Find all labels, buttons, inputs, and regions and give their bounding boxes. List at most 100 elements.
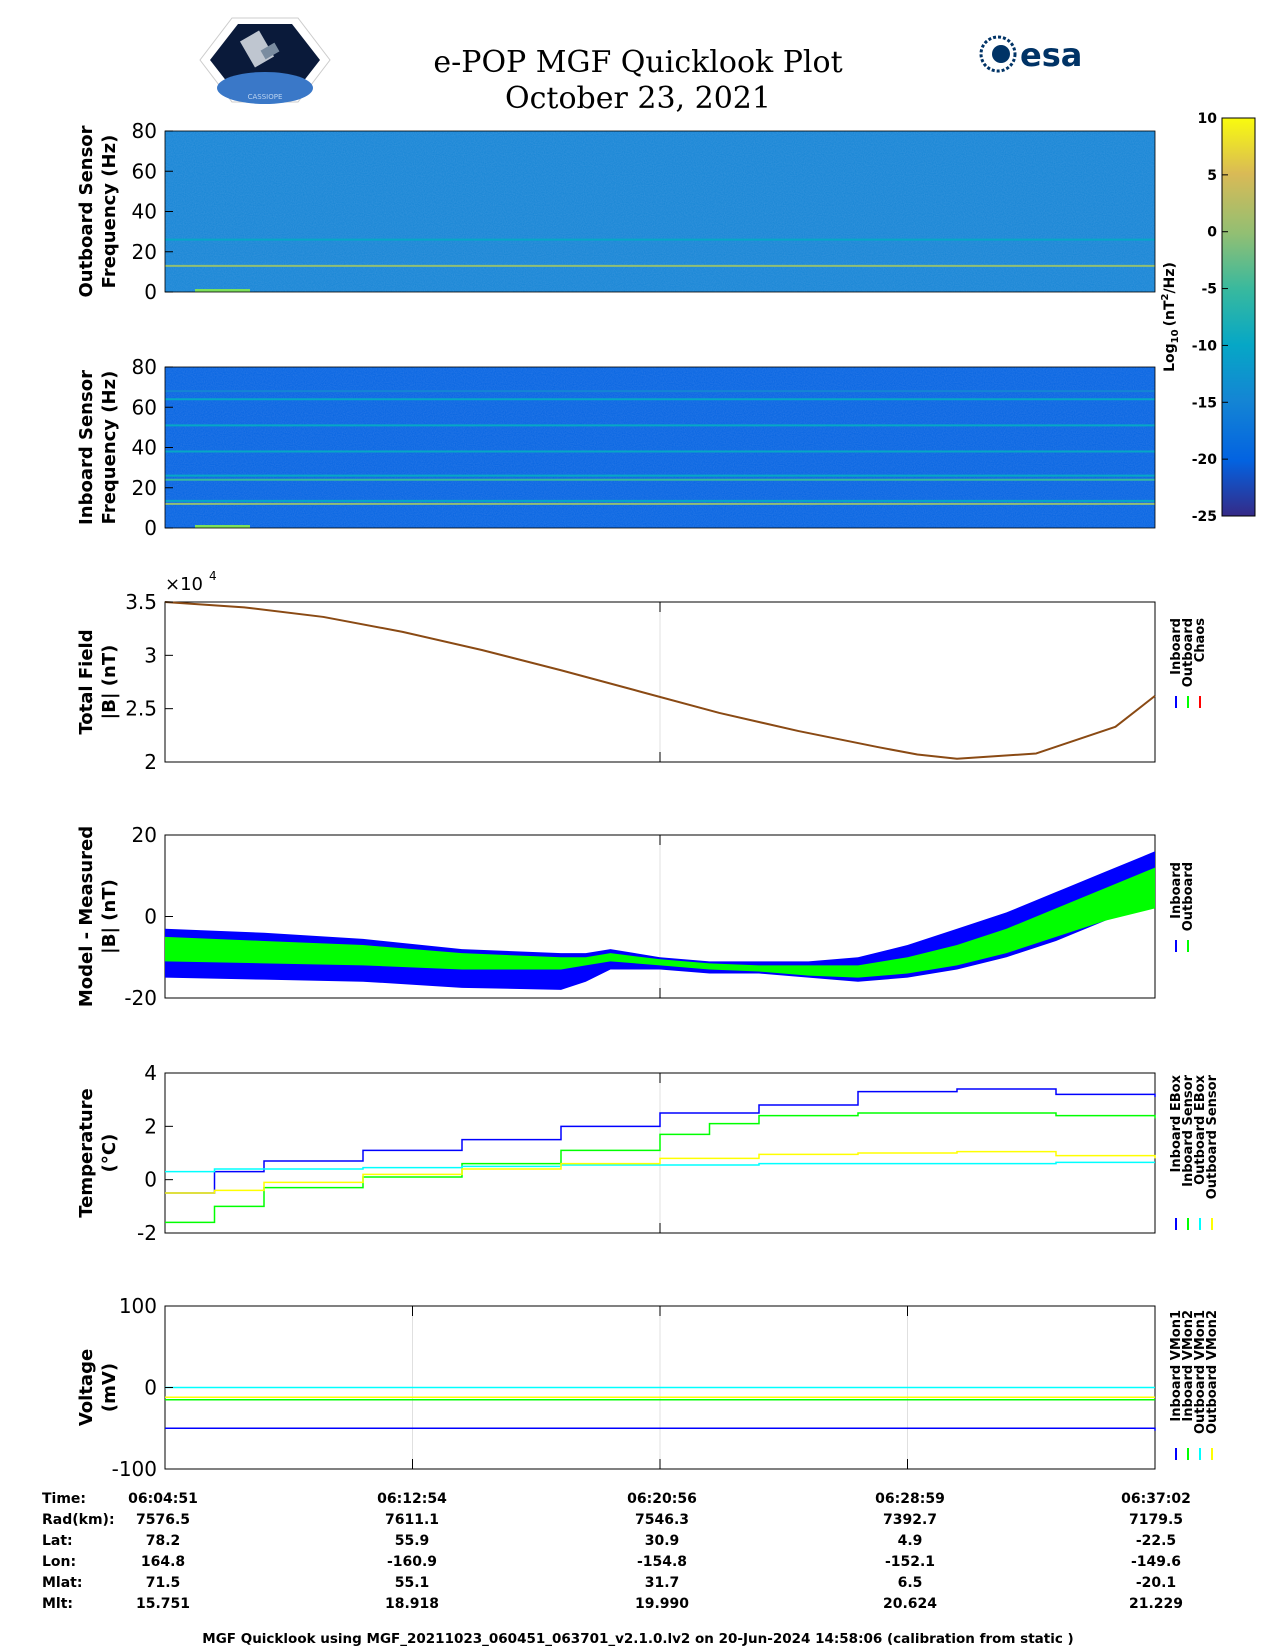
inboard-spectrogram-low-freq-burst [195, 525, 250, 528]
ephemeris-cell-2-3: -154.8 [637, 1554, 687, 1570]
esa-logo-text: esa [1020, 36, 1082, 74]
ephemeris-cell-2-0: 06:20:56 [627, 1491, 697, 1507]
ephemeris-cell-2-1: 7546.3 [635, 1512, 689, 1528]
model-minus-measured-ylabel-line1: Model - Measured [76, 826, 97, 1007]
inboard-spectrogram-ytick-label-2: 40 [132, 436, 157, 460]
ephemeris-cell-2-5: 19.990 [635, 1596, 689, 1612]
page-title: e-POP MGF Quicklook Plot [433, 45, 842, 80]
inboard-spectrogram-ytick-label-3: 20 [132, 476, 157, 500]
colorbar-tick-label-3: -5 [1201, 282, 1217, 298]
ephemeris-row-label-4: Mlat: [42, 1575, 82, 1591]
colorbar-ticks: 10 5 0 -5 -10 -15 -20 -25 [1192, 111, 1228, 525]
colorbar-tick-label-7: -25 [1192, 509, 1217, 525]
voltage-ytick-label-2: -100 [112, 1457, 157, 1481]
total-field-legend-label-1: Outboard [1181, 618, 1196, 687]
temperature-ytick-label-0: 4 [144, 1061, 157, 1085]
ephemeris-cell-4-4: -20.1 [1136, 1575, 1176, 1591]
outboard-spectrogram-ylabel-line2: Frequency (Hz) [99, 135, 120, 289]
voltage-legend-label-1: Inboard VMon2 [1181, 1310, 1196, 1422]
colorbar-gradient [1221, 117, 1256, 517]
colorbar-tick-label-1: 5 [1207, 168, 1217, 184]
model-minus-measured-ytick-label-2: -20 [124, 986, 157, 1010]
total-field-ylabel-line1: Total Field [76, 629, 97, 734]
ephemeris-cell-2-4: 31.7 [645, 1575, 680, 1591]
ephemeris-cell-1-4: 55.1 [395, 1575, 430, 1591]
temperature-legend-label-1: Inboard Sensor [1181, 1074, 1196, 1186]
total-field-exponent-power: 4 [209, 569, 217, 583]
ephemeris-cell-0-4: 71.5 [146, 1575, 181, 1591]
ephemeris-cell-3-5: 20.624 [883, 1596, 937, 1612]
total-field-ytick-label-0: 3.5 [125, 590, 157, 614]
voltage-legend-label-3: Outboard VMon2 [1205, 1310, 1220, 1434]
inboard-spectrogram-ytick-label-4: 0 [144, 516, 157, 540]
temperature-series-inboard-ebox [165, 1088, 1156, 1194]
temperature-ylabel-line1: Temperature [76, 1088, 97, 1217]
ephemeris-cell-4-2: -22.5 [1136, 1533, 1176, 1549]
colorbar-label: Log10(nT2/Hz) [1160, 262, 1181, 372]
ephemeris-row-label-3: Lon: [42, 1554, 76, 1570]
ephemeris-cell-2-2: 30.9 [645, 1533, 680, 1549]
model-minus-measured-ytick-label-1: 0 [144, 905, 157, 929]
model-band-outboard [165, 867, 1155, 978]
total-field-ytick-label-3: 2 [144, 750, 157, 774]
model-minus-measured-legend-label-1: Outboard [1181, 862, 1196, 931]
model-minus-measured-legend-label-0: Inboard [1169, 862, 1184, 919]
ephemeris-row-label-2: Lat: [42, 1533, 73, 1549]
voltage-ytick-label-1: 0 [144, 1376, 157, 1400]
esa-logo: esa [979, 35, 1082, 74]
ephemeris-cell-3-3: -152.1 [885, 1554, 935, 1570]
total-field-ytick-label-1: 3 [144, 643, 157, 667]
colorbar-tick-label-5: -15 [1192, 395, 1217, 411]
temperature-legend-label-0: Inboard EBox [1169, 1074, 1184, 1172]
ephemeris-cell-1-3: -160.9 [387, 1554, 437, 1570]
ephemeris-cell-0-3: 164.8 [141, 1554, 185, 1570]
ephemeris-row-label-5: Mlt: [42, 1596, 73, 1612]
total-field-line [164, 601, 1156, 760]
colorbar-tick-label-0: 10 [1198, 111, 1218, 127]
total-field-legend-label-0: Inboard [1169, 618, 1184, 675]
ephemeris-cell-0-0: 06:04:51 [128, 1491, 198, 1507]
ephemeris-cell-3-4: 6.5 [898, 1575, 923, 1591]
colorbar-tick-label-6: -20 [1192, 452, 1218, 468]
ephemeris-cell-3-0: 06:28:59 [875, 1491, 945, 1507]
voltage-series-inboard-vmon1 [165, 1427, 1156, 1431]
outboard-spectrogram-ytick-label-0: 80 [132, 119, 157, 143]
ephemeris-cell-4-3: -149.6 [1131, 1554, 1181, 1570]
model-minus-measured-ylabel-line2: |B| (nT) [99, 879, 120, 954]
outboard-spectrogram-noise [165, 131, 1155, 292]
voltage-ylabel-line1: Voltage [76, 1349, 97, 1426]
ephemeris-cell-1-2: 55.9 [395, 1533, 430, 1549]
outboard-spectrogram-ytick-label-2: 40 [132, 200, 157, 224]
page-date: October 23, 2021 [505, 81, 771, 116]
temperature-ylabel-line2: (°C) [99, 1134, 120, 1173]
total-field-legend-label-2: Chaos [1193, 618, 1208, 662]
ephemeris-cell-0-1: 7576.5 [136, 1512, 190, 1528]
outboard-spectrogram-ylabel-line1: Outboard Sensor [76, 125, 97, 297]
temperature-ytick-label-1: 2 [144, 1114, 157, 1138]
outboard-spectrogram-panel: 80 60 40 20 0 Outboard Sensor Frequency (Hz) [76, 119, 1156, 304]
temperature-ytick-label-3: -2 [137, 1221, 157, 1245]
temperature-series-outboard-sensor [165, 1150, 1156, 1194]
header: CASSIOPE e-POP MGF Quicklook Plot Octobe… [199, 17, 1082, 116]
inboard-spectrogram-ylabel-line2: Frequency (Hz) [99, 371, 120, 525]
total-field-exponent: ×10 [165, 574, 203, 595]
voltage-ytick-label-0: 100 [119, 1294, 157, 1318]
inboard-spectrogram-panel: 80 60 40 20 0 Inboard Sensor Frequency (Hz) [76, 355, 1156, 540]
ephemeris-cell-4-1: 7179.5 [1129, 1512, 1183, 1528]
outboard-spectrogram-ytick-label-3: 20 [132, 240, 157, 264]
cassiope-logo: CASSIOPE [199, 17, 331, 104]
total-field-ylabel-line2: |B| (nT) [99, 645, 120, 720]
temperature-ytick-label-2: 0 [144, 1168, 157, 1192]
ephemeris-cell-4-0: 06:37:02 [1121, 1491, 1191, 1507]
voltage-legend-label-2: Outboard VMon1 [1193, 1310, 1208, 1434]
ephemeris-cell-4-5: 21.229 [1129, 1596, 1183, 1612]
ephemeris-cell-0-2: 78.2 [146, 1533, 181, 1549]
ephemeris-row-label-0: Time: [42, 1491, 86, 1507]
colorbar-tick-label-4: -10 [1192, 338, 1218, 354]
